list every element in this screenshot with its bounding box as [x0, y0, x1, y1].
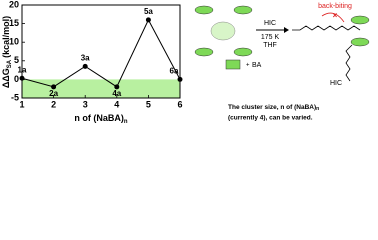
temperature: 175 K: [261, 34, 280, 41]
y-tick-label: -5: [11, 92, 19, 102]
point: [51, 84, 57, 90]
ba-label: BA: [252, 62, 262, 69]
reaction-diagram: × +: [194, 5, 370, 82]
y-label-main: ΔΔG: [1, 68, 11, 88]
cluster-icon: [350, 37, 370, 47]
point-label: 2a: [49, 89, 58, 98]
shaded-region: [22, 79, 180, 98]
arrow-head: [284, 27, 289, 33]
cluster-icon: [233, 5, 253, 15]
x-mark: ×: [333, 11, 338, 20]
note: The cluster size, n of (NaBA)n: [228, 104, 319, 113]
x-tick-label: 2: [51, 99, 56, 109]
x-tick-label: 4: [114, 99, 119, 109]
line: [21, 18, 181, 88]
reagent: HIC: [330, 80, 342, 87]
polymer-chain: [292, 25, 361, 31]
point-label: 1a: [18, 65, 27, 74]
cluster-icon: [350, 15, 370, 25]
y-axis-label: ΔΔGSA(kcal/mol): [1, 16, 12, 88]
plot-frame: [21, 4, 181, 99]
y-label-unit: (kcal/mol): [1, 16, 11, 58]
point: [19, 75, 25, 81]
note-sub: n: [316, 106, 319, 112]
x-label-sub: n: [124, 119, 128, 125]
hic-chain: [345, 44, 353, 82]
y-tick-label: 20: [9, 0, 19, 9]
y-label-sub: SA: [7, 59, 13, 68]
cluster-icon: [194, 47, 214, 57]
ba-icon: [225, 59, 241, 70]
cluster-icon: [233, 47, 253, 57]
point-label: 4a: [112, 89, 121, 98]
cluster-core: [210, 21, 236, 41]
point-label: 6a: [170, 67, 179, 76]
point-label: 3a: [81, 53, 90, 62]
cluster-icon: [194, 5, 214, 15]
note: (currently 4), can be varied.: [228, 115, 313, 122]
y-tick-label: 15: [9, 18, 19, 28]
point-label: 5a: [144, 7, 153, 16]
y-tick-label: 5: [14, 55, 19, 65]
x-axis-label: n of (NaBA)n: [74, 113, 128, 124]
note-main: The cluster size, n of (NaBA): [228, 104, 316, 111]
point: [145, 17, 151, 23]
solvent: THF: [263, 42, 277, 49]
reagent: HIC: [264, 20, 276, 27]
y-tick-label: 10: [9, 37, 19, 47]
ba-plus: +: [246, 63, 250, 69]
x-tick-label: 5: [146, 99, 151, 109]
x-label-main: n of (NaBA): [74, 113, 124, 123]
y-tick-label: 0: [14, 74, 19, 84]
point: [177, 76, 183, 82]
figure: ΔΔGSA(kcal/mol) n of (NaBA)n × + HIC 175…: [1, 0, 370, 125]
x-tick-label: 1: [19, 99, 24, 109]
point: [82, 63, 88, 69]
point: [114, 84, 120, 90]
x-tick-label: 6: [177, 99, 182, 109]
backbiting-label: back-biting: [318, 3, 352, 10]
x-tick-label: 3: [83, 99, 88, 109]
backbiting-arrow: [321, 12, 345, 23]
